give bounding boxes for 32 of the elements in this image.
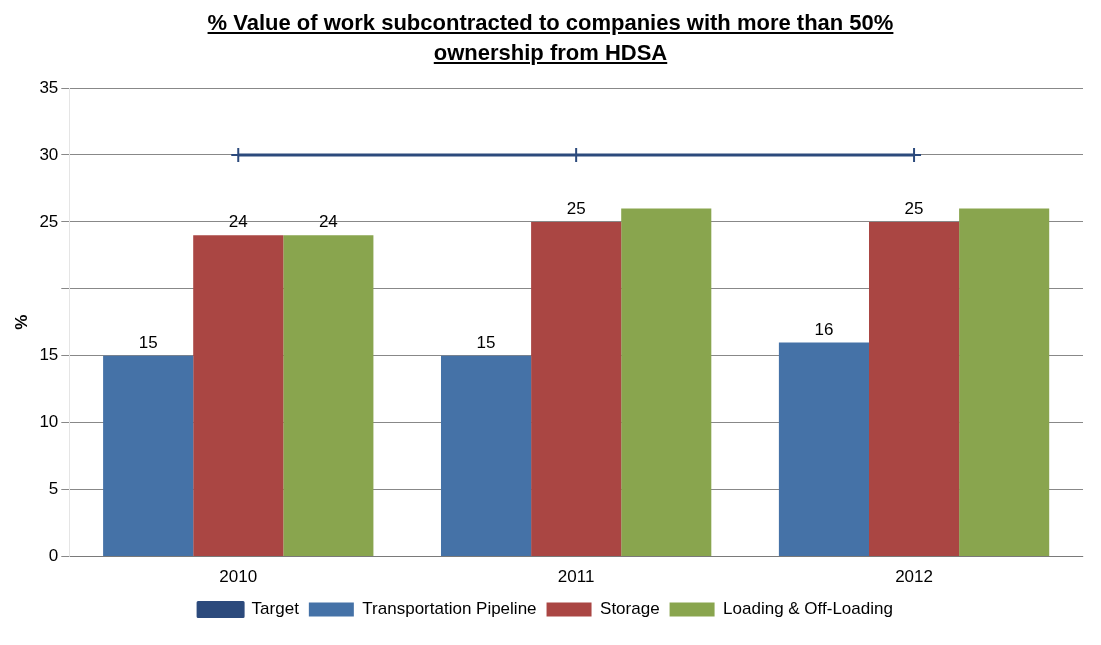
y-tick-label: 10	[39, 412, 59, 432]
bar	[103, 355, 194, 557]
legend-label: Target	[251, 599, 300, 619]
y-tick-label: 30	[39, 144, 59, 164]
bar	[869, 221, 960, 557]
legend-label: Transportation Pipeline	[362, 599, 537, 619]
y-tick-label: 35	[39, 77, 59, 97]
data-label: 15	[138, 332, 158, 352]
legend-label: Storage	[600, 599, 660, 619]
y-tick-label: 5	[48, 479, 59, 499]
chart-title: % Value of work subcontracted to companies with more than 50% ownership from HDSA	[206, 9, 895, 67]
bar	[778, 342, 869, 557]
bar	[441, 355, 532, 557]
x-tick-label: 2012	[895, 567, 933, 587]
data-label: 15	[476, 332, 496, 352]
bar	[283, 235, 374, 557]
data-label: 25	[566, 199, 586, 219]
bar	[531, 221, 622, 557]
bar	[959, 208, 1050, 557]
data-label: 24	[318, 212, 338, 232]
data-label: 24	[228, 212, 248, 232]
bar	[193, 235, 284, 557]
y-tick-label: 25	[39, 211, 59, 231]
y-tick-label: 0	[48, 546, 59, 566]
y-axis-title: %	[11, 314, 31, 330]
data-label: 25	[904, 199, 924, 219]
bar	[621, 208, 712, 557]
x-tick-label: 2010	[219, 567, 258, 587]
data-label: 16	[814, 319, 834, 339]
legend-label: Loading & Off-Loading	[723, 599, 893, 619]
x-tick-label: 2011	[557, 567, 595, 587]
y-tick-label: 15	[39, 345, 59, 365]
